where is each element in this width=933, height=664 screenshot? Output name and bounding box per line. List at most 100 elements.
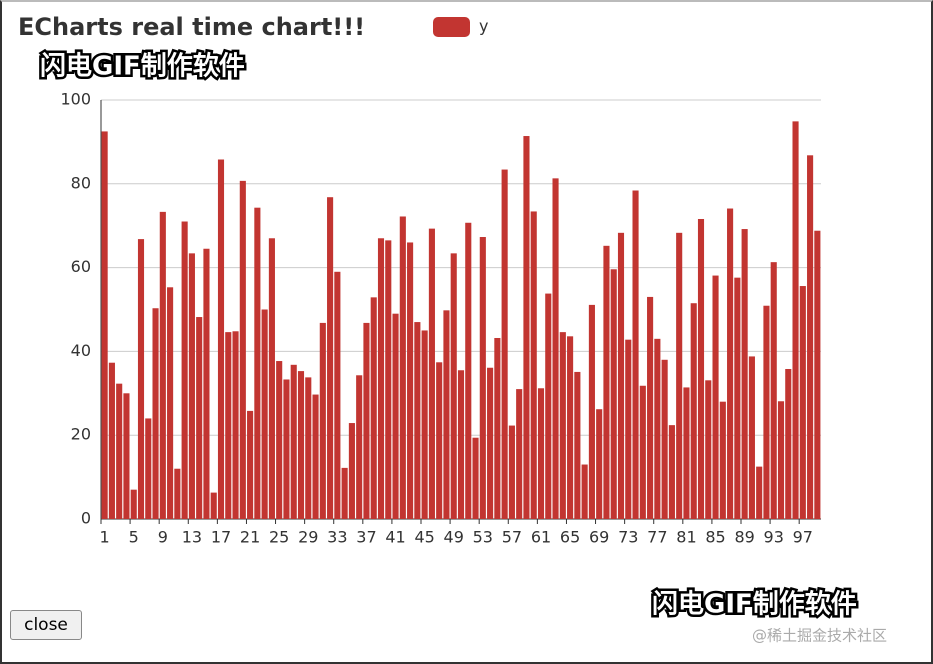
x-tick-label: 5 — [129, 528, 139, 547]
bar — [734, 277, 741, 519]
bar — [705, 380, 712, 519]
bar — [545, 293, 552, 519]
x-tick-label: 77 — [647, 528, 667, 547]
x-tick-label: 97 — [793, 528, 813, 547]
bar — [814, 230, 821, 519]
bar — [327, 197, 334, 519]
x-tick-label: 9 — [158, 528, 168, 547]
bar — [574, 371, 581, 519]
bar — [792, 121, 799, 519]
bar — [668, 425, 675, 519]
x-tick-label: 21 — [240, 528, 260, 547]
bar — [188, 253, 195, 519]
bar — [727, 208, 734, 519]
bar — [101, 131, 108, 520]
x-tick-label: 73 — [618, 528, 638, 547]
bar — [748, 356, 755, 519]
bar — [370, 297, 377, 519]
bar — [596, 409, 603, 519]
bar — [719, 401, 726, 519]
x-tick-label: 25 — [269, 528, 289, 547]
bar — [225, 332, 232, 519]
bar — [770, 262, 777, 519]
x-tick-label: 69 — [589, 528, 609, 547]
x-tick-label: 65 — [560, 528, 580, 547]
y-tick-label: 100 — [60, 90, 91, 109]
y-tick-label: 40 — [71, 341, 91, 360]
bar — [108, 362, 115, 519]
bar — [523, 136, 530, 519]
x-tick-label: 13 — [182, 528, 202, 547]
bar — [581, 464, 588, 519]
bar — [516, 389, 523, 519]
bar — [203, 248, 210, 519]
bar — [807, 155, 814, 520]
bar — [363, 322, 370, 519]
bar — [196, 317, 203, 519]
bar — [494, 337, 501, 519]
bar — [501, 169, 508, 519]
bar — [341, 467, 348, 519]
x-tick-label: 81 — [676, 528, 696, 547]
bar — [268, 238, 275, 519]
bar — [414, 322, 421, 519]
bar — [261, 309, 268, 519]
x-tick-label: 17 — [211, 528, 231, 547]
bar — [777, 401, 785, 519]
bar — [283, 379, 290, 519]
close-button[interactable]: close — [10, 610, 82, 640]
bar — [567, 336, 574, 519]
bar — [537, 388, 545, 519]
bar — [145, 418, 152, 519]
bar — [407, 242, 414, 519]
bar — [487, 367, 494, 519]
bar — [763, 305, 770, 519]
bar — [152, 308, 159, 519]
bar — [654, 338, 661, 519]
bar — [385, 240, 392, 520]
bar — [690, 303, 697, 519]
bar — [552, 178, 559, 519]
x-tick-label: 57 — [502, 528, 522, 547]
bar — [428, 228, 435, 519]
bar — [625, 339, 632, 519]
bar — [639, 385, 646, 519]
bar — [508, 425, 515, 519]
legend-swatch[interactable] — [433, 17, 470, 37]
bar — [399, 216, 406, 519]
bar — [712, 275, 719, 519]
bar — [785, 368, 792, 519]
legend-label[interactable]: y — [479, 17, 488, 36]
bar — [756, 466, 763, 519]
x-tick-label: 89 — [734, 528, 754, 547]
bar — [436, 362, 443, 519]
x-tick-label: 93 — [764, 528, 784, 547]
x-tick-label: 1 — [100, 528, 110, 547]
bar — [116, 383, 123, 519]
bar — [465, 222, 472, 519]
bar — [610, 269, 617, 519]
bar — [305, 377, 312, 519]
x-tick-label: 45 — [414, 528, 434, 547]
bar — [799, 286, 806, 519]
bar — [632, 190, 639, 519]
bar — [348, 423, 355, 519]
bar — [683, 387, 690, 519]
bar — [276, 361, 283, 519]
bar — [617, 232, 625, 519]
y-tick-label: 0 — [81, 509, 91, 528]
bar — [137, 239, 145, 519]
x-tick-label: 61 — [531, 528, 551, 547]
bar — [661, 359, 668, 519]
bar — [450, 253, 457, 519]
bar — [181, 221, 188, 519]
watermark: @稀土掘金技术社区 — [752, 627, 887, 645]
y-tick-label: 80 — [71, 173, 91, 192]
chart-title: ECharts real time chart!!! — [18, 13, 365, 41]
bar — [210, 492, 217, 519]
watermark: 闪电GIF制作软件 — [40, 52, 245, 82]
bar — [472, 437, 479, 519]
bar — [290, 364, 297, 519]
bar — [239, 180, 246, 519]
